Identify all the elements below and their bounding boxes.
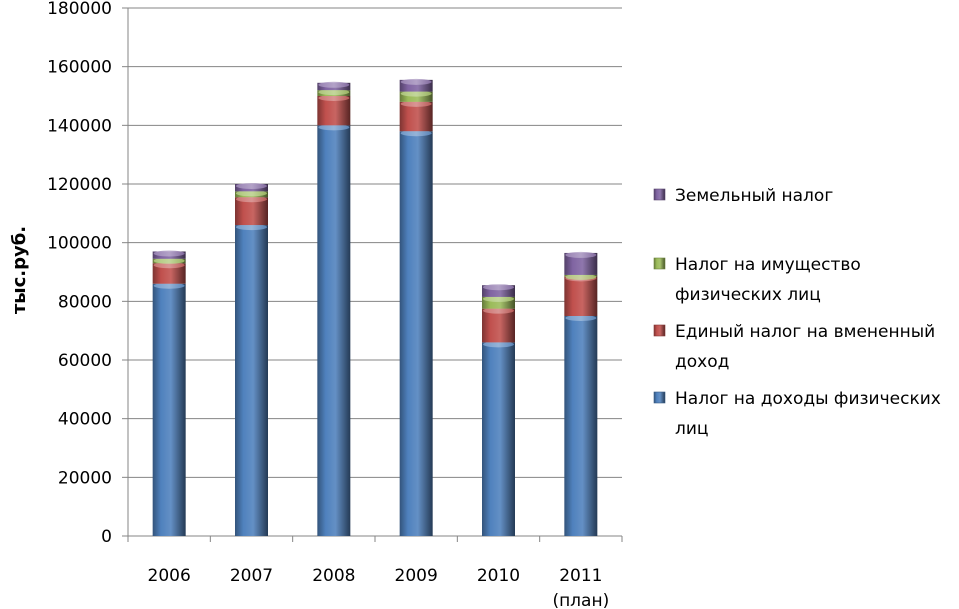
bar-segment xyxy=(482,296,515,309)
bar-segment-cap xyxy=(153,262,185,269)
y-tick-label: 180000 xyxy=(47,0,112,19)
bar-segment-cap xyxy=(483,307,514,314)
y-tick-label: 160000 xyxy=(47,58,112,78)
bar-segment-cap xyxy=(400,130,432,137)
bar-segment-cap xyxy=(400,78,432,85)
legend-label: Единый налог на вмененный доход xyxy=(675,322,935,372)
bar-segment-cap xyxy=(483,284,514,291)
bar-segment xyxy=(399,91,433,102)
x-tick-label: 2006 xyxy=(148,566,191,586)
bar-segment xyxy=(564,316,598,536)
bar-segment xyxy=(152,263,186,284)
legend-swatch xyxy=(653,188,666,201)
y-tick-labels: 0 20000 40000 60000 80000 100000 120000 140000 1… xyxy=(47,0,112,547)
bar-segment xyxy=(152,283,186,536)
y-tick-label: 100000 xyxy=(47,234,112,254)
bar-segment-cap xyxy=(153,250,185,257)
bar-segment-cap xyxy=(236,196,267,203)
bar-segment-cap xyxy=(565,251,597,258)
bar-segment xyxy=(235,225,268,537)
bar-segment-cap xyxy=(318,95,350,101)
bar-segment-cap xyxy=(236,183,267,189)
y-tick-label: 80000 xyxy=(58,292,112,312)
bar-segment-cap xyxy=(400,90,432,97)
y-tick-label: 120000 xyxy=(47,175,112,195)
bar-segment-cap xyxy=(318,124,350,131)
bar-segment xyxy=(482,285,515,297)
bar-segment-cap xyxy=(565,273,597,280)
bar-segment xyxy=(317,125,351,536)
bar-segment-cap xyxy=(565,315,597,321)
bars xyxy=(152,78,598,537)
bar-segment xyxy=(399,79,433,92)
bar-segment-cap xyxy=(318,81,350,88)
bar-segment xyxy=(564,252,598,275)
y-tick-label: 140000 xyxy=(47,116,112,136)
y-tick-label: 20000 xyxy=(58,468,112,488)
bar-segment xyxy=(399,131,433,536)
legend-swatch xyxy=(653,324,666,337)
y-tick-label: 0 xyxy=(101,527,112,547)
x-tick-label: 2010 xyxy=(477,566,520,586)
y-tick-label: 60000 xyxy=(58,351,112,371)
bar-segment-cap xyxy=(400,100,432,107)
bar-segment-cap xyxy=(318,89,350,96)
legend-label: Налог на имущество физических лиц xyxy=(675,255,861,305)
y-tick-label: 40000 xyxy=(58,410,112,430)
bar-segment-cap xyxy=(483,295,514,302)
x-tick-label: 2011 (план) xyxy=(552,566,609,609)
x-tick-labels: 2006 2007 2008 2009 2010 2011 (план) xyxy=(148,566,610,609)
bar-segment-cap xyxy=(483,341,514,348)
y-axis-label: тыс.руб. xyxy=(9,226,30,314)
gridlines xyxy=(122,7,622,537)
legend: Земельный налог Налог на имущество физичес… xyxy=(653,186,941,439)
bar-segment xyxy=(564,276,598,316)
axes xyxy=(127,8,623,542)
x-tick-label: 2008 xyxy=(312,566,355,586)
bar-segment xyxy=(482,342,515,536)
bar-segment-cap xyxy=(236,190,267,197)
legend-label: Земельный налог xyxy=(675,186,833,206)
bar-segment-cap xyxy=(153,257,185,264)
x-tick-label: 2007 xyxy=(230,566,273,586)
bar-segment xyxy=(482,308,515,343)
x-tick-label: 2009 xyxy=(395,566,438,586)
legend-label: Налог на доходы физических лиц xyxy=(675,389,941,439)
bar-segment-cap xyxy=(153,282,185,289)
bar-segment-cap xyxy=(236,224,267,231)
legend-swatch xyxy=(653,391,666,404)
legend-swatch xyxy=(653,257,666,270)
